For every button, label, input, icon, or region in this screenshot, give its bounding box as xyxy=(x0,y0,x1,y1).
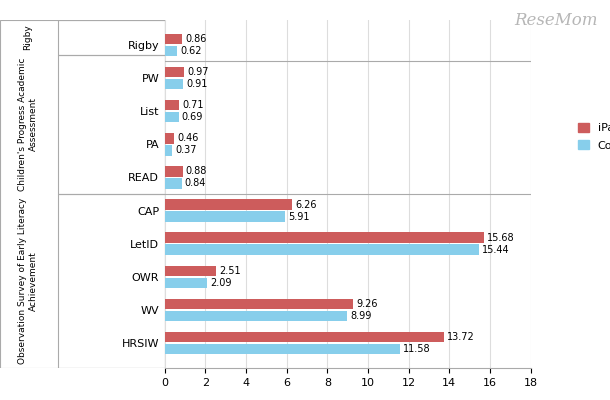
Text: 0.71: 0.71 xyxy=(182,100,204,110)
Bar xyxy=(165,112,179,122)
Text: ReseMom: ReseMom xyxy=(514,12,598,29)
Text: Rigby: Rigby xyxy=(24,24,32,50)
Text: Observation Survey of Early Literacy
Achievement: Observation Survey of Early Literacy Ach… xyxy=(18,198,38,364)
Bar xyxy=(57,20,165,55)
Text: 15.44: 15.44 xyxy=(482,245,509,255)
Text: 2.51: 2.51 xyxy=(219,266,240,276)
Text: 11.58: 11.58 xyxy=(403,344,431,354)
Bar xyxy=(57,194,165,368)
Bar xyxy=(165,266,216,276)
Text: 0.46: 0.46 xyxy=(177,133,198,143)
Bar xyxy=(165,244,479,255)
Bar xyxy=(165,344,400,354)
Bar xyxy=(165,211,285,222)
Bar xyxy=(165,199,292,210)
Bar xyxy=(57,55,165,194)
Text: 0.37: 0.37 xyxy=(175,145,197,155)
Text: 6.26: 6.26 xyxy=(295,200,317,210)
Text: 15.68: 15.68 xyxy=(487,233,514,243)
Text: 0.62: 0.62 xyxy=(181,46,202,56)
Text: 2.09: 2.09 xyxy=(210,278,232,288)
Bar xyxy=(165,133,174,144)
Text: 0.97: 0.97 xyxy=(187,67,209,77)
Bar xyxy=(165,46,178,56)
Bar xyxy=(165,100,179,110)
Text: Children's Progress Academic
Assessment: Children's Progress Academic Assessment xyxy=(18,58,38,191)
Text: 9.26: 9.26 xyxy=(356,299,378,309)
Text: 13.72: 13.72 xyxy=(447,332,475,342)
Legend: iPad, Comparison: iPad, Comparison xyxy=(578,123,610,150)
Text: 5.91: 5.91 xyxy=(288,212,309,222)
Text: 0.86: 0.86 xyxy=(185,34,207,44)
Bar xyxy=(165,332,443,342)
Bar xyxy=(165,232,484,243)
Bar xyxy=(165,311,348,321)
Text: 0.91: 0.91 xyxy=(186,79,207,89)
Text: 8.99: 8.99 xyxy=(351,311,372,321)
Bar xyxy=(165,178,182,189)
Bar xyxy=(165,34,182,44)
Text: 0.88: 0.88 xyxy=(185,166,207,176)
Bar xyxy=(165,278,207,288)
Bar xyxy=(165,166,182,177)
Bar xyxy=(165,299,353,309)
Text: 0.84: 0.84 xyxy=(185,178,206,188)
Text: 0.69: 0.69 xyxy=(182,112,203,122)
Bar xyxy=(165,145,172,156)
Bar xyxy=(165,79,183,89)
Bar xyxy=(165,67,184,77)
